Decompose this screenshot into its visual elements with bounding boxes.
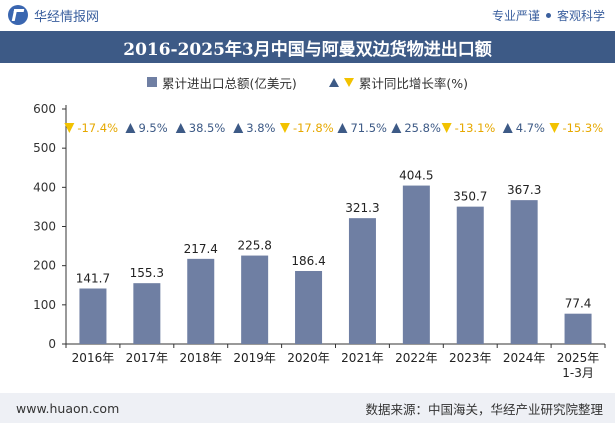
- bar-value-label-6: 404.5: [399, 169, 433, 183]
- huajing-logo-icon: [8, 5, 28, 25]
- x-category-label-6: 2022年: [395, 351, 438, 365]
- rate-up-marker-3: [233, 123, 244, 133]
- bar-1: [133, 283, 161, 344]
- bar-7: [456, 206, 484, 344]
- rate-down-marker-9: [549, 123, 560, 133]
- bar-value-label-9: 77.4: [565, 297, 592, 311]
- bar-value-label-8: 367.3: [507, 183, 541, 197]
- bar-value-label-7: 350.7: [453, 190, 487, 204]
- y-tick-label-2: 200: [33, 259, 56, 273]
- bar-4: [295, 270, 323, 344]
- x-category-label-7: 2023年: [449, 351, 492, 365]
- y-tick-label-4: 400: [33, 180, 56, 194]
- tagline-2: 客观科学: [556, 8, 605, 23]
- rate-label-7: -13.1%: [455, 121, 496, 135]
- footer-bar: www.huaon.com 数据来源：中国海关，华经产业研究院整理: [0, 393, 615, 423]
- chart-title-bar: 2016-2025年3月中国与阿曼双边货物进出口额: [0, 31, 615, 63]
- x-category-label-8: 2024年: [503, 351, 546, 365]
- brand[interactable]: 华经情报网: [8, 5, 99, 25]
- bar-8: [510, 200, 538, 344]
- x-category-label-3: 2019年: [233, 351, 276, 365]
- chart-title: 2016-2025年3月中国与阿曼双边货物进出口额: [123, 39, 492, 60]
- bar-swatch-icon: [147, 77, 158, 87]
- y-tick-label-0: 0: [48, 337, 56, 351]
- bar-value-label-4: 186.4: [291, 254, 325, 268]
- x-category-label-0: 2016年: [72, 351, 115, 365]
- rate-down-marker-7: [441, 123, 452, 133]
- header-bar: 华经情报网 专业严谨 客观科学: [0, 0, 615, 30]
- y-tick-label-1: 100: [33, 298, 56, 312]
- bar-5: [348, 218, 376, 344]
- bar-value-label-3: 225.8: [237, 239, 271, 253]
- triangle-up-icon: [328, 77, 339, 87]
- rate-label-8: 4.7%: [516, 121, 545, 135]
- x-category-label-5: 2021年: [341, 351, 384, 365]
- rate-label-2: 38.5%: [189, 121, 226, 135]
- bar-6: [402, 185, 430, 344]
- rate-up-marker-1: [125, 123, 136, 133]
- bar-2: [187, 258, 215, 344]
- legend-bar-label: 累计进出口总额(亿美元): [162, 75, 297, 91]
- legend-item-bars[interactable]: 累计进出口总额(亿美元): [147, 73, 297, 92]
- rate-up-marker-5: [337, 123, 348, 133]
- tagline: 专业严谨 客观科学: [492, 7, 605, 24]
- rate-label-5: 71.5%: [350, 121, 387, 135]
- bar-chart: 0 100 200 300 400 500 600 141.7 2016年 -17.4% 155.3…: [33, 102, 606, 380]
- y-tick-label-5: 500: [33, 141, 56, 155]
- bar-9: [564, 313, 592, 344]
- rate-label-1: 9.5%: [138, 121, 167, 135]
- rate-label-4: -17.8%: [293, 121, 334, 135]
- bar-value-label-1: 155.3: [130, 266, 164, 280]
- x-category-label-4: 2020年: [287, 351, 330, 365]
- bar-0: [79, 288, 107, 344]
- rate-down-marker-4: [279, 123, 290, 133]
- legend-item-rate[interactable]: 累计同比增长率(%): [328, 73, 468, 92]
- rate-label-0: -17.4%: [77, 121, 118, 135]
- x-category-label-9-line1: 1-3月: [562, 366, 594, 380]
- rate-label-6: 25.8%: [404, 121, 441, 135]
- bar-3: [241, 255, 269, 344]
- rate-label-9: -15.3%: [562, 121, 603, 135]
- rate-up-marker-6: [391, 123, 402, 133]
- rate-down-marker-0: [64, 123, 75, 133]
- rate-up-marker-2: [175, 123, 186, 133]
- brand-name: 华经情报网: [34, 9, 100, 25]
- y-tick-label-6: 600: [33, 102, 56, 116]
- data-source: 数据来源：中国海关，华经产业研究院整理: [365, 401, 603, 417]
- legend-rate-label: 累计同比增长率(%): [358, 75, 468, 91]
- rate-label-3: 3.8%: [246, 121, 275, 135]
- tagline-1: 专业严谨: [491, 8, 540, 23]
- triangle-down-icon: [343, 77, 354, 87]
- website-link[interactable]: www.huaon.com: [16, 400, 120, 416]
- chart-legend: 累计进出口总额(亿美元) 累计同比增长率(%): [0, 72, 615, 92]
- bullet-dot-icon: [545, 12, 551, 18]
- x-category-label-2: 2018年: [179, 351, 222, 365]
- rate-up-marker-8: [502, 123, 513, 133]
- bar-value-label-5: 321.3: [345, 201, 379, 215]
- bar-value-label-0: 141.7: [76, 272, 110, 286]
- y-tick-label-3: 300: [33, 220, 56, 234]
- x-category-label-1: 2017年: [126, 351, 169, 365]
- bar-value-label-2: 217.4: [184, 242, 218, 256]
- x-category-label-9: 2025年: [557, 351, 600, 365]
